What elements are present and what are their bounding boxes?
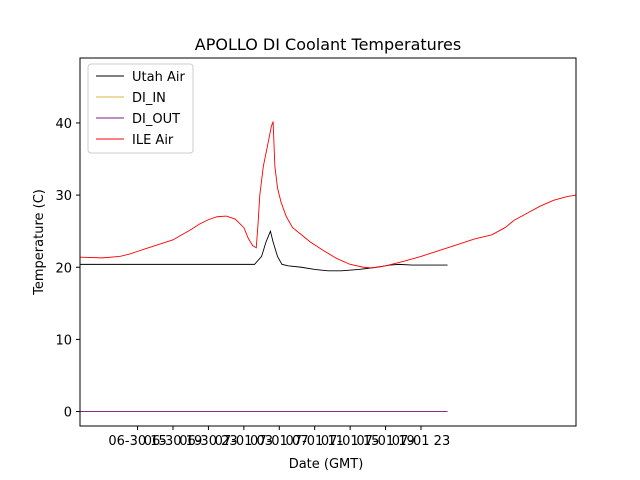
series-line-ile-air <box>80 121 576 269</box>
legend-entry-label: DI_OUT <box>132 112 180 127</box>
x-tick-label: 07-01 15 <box>321 434 379 449</box>
x-tick-label: 07-01 11 <box>285 434 343 449</box>
legend: Utah Air DI_IN DI_OUT ILE Air <box>87 63 194 154</box>
x-tick-label: 07-01 23 <box>392 434 450 449</box>
y-tick-label: 20 <box>55 261 72 276</box>
legend-entry-label: ILE Air <box>132 133 174 148</box>
legend-entry-label: Utah Air <box>132 70 185 85</box>
x-tick-label: 07-01 19 <box>356 434 414 449</box>
chart-title: APOLLO DI Coolant Temperatures <box>195 35 461 54</box>
x-tick-label: 06-30 19 <box>144 434 202 449</box>
y-tick-label: 0 <box>64 406 72 421</box>
x-tick-label: 07-01 07 <box>250 434 308 449</box>
y-tick-label: 30 <box>55 189 72 204</box>
legend-entry-label: DI_IN <box>132 91 166 106</box>
x-tick-label: 06-30 15 <box>108 434 166 449</box>
y-tick-label: 10 <box>55 333 72 348</box>
legend-box <box>87 63 194 154</box>
x-tick-label: 06-30 23 <box>179 434 237 449</box>
y-tick-label: 40 <box>55 117 72 132</box>
axes-frame <box>79 57 577 427</box>
x-tick-label: 07-01 03 <box>215 434 273 449</box>
y-axis-label: Temperature (C) <box>32 189 47 296</box>
x-axis-label: Date (GMT) <box>289 457 364 472</box>
series-layer <box>80 121 576 413</box>
